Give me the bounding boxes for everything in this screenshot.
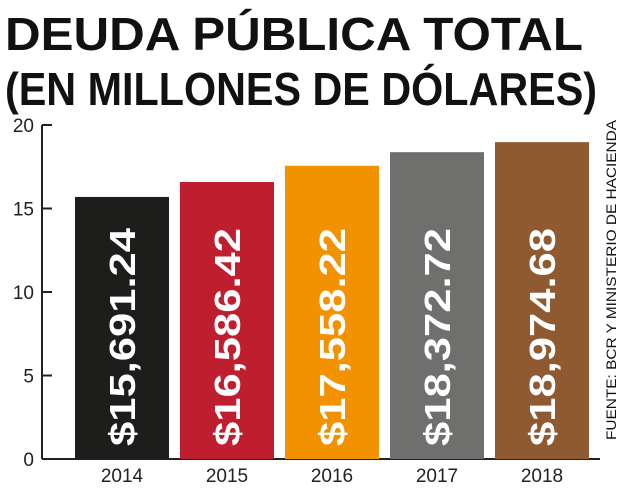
chart-title: DEUDA PÚBLICA TOTAL [5,8,583,60]
x-tick-label: 2016 [311,466,353,487]
bar [75,196,169,459]
source: FUENTE: BCR Y MINISTERIO DE HACIENDA [603,119,619,440]
y-tick-label: 15 [13,200,34,221]
value-label: $18,974.68 [522,228,563,446]
value-label: $18,372.72 [417,228,458,446]
y-tick-label: 5 [23,367,34,388]
value-label: $17,558.22 [312,228,353,446]
y-tick-label: 10 [13,283,34,304]
x-tick-label: 2014 [101,466,144,487]
x-tick-label: 2017 [416,466,458,487]
bar [495,142,589,459]
bar [285,165,379,460]
value-label: $15,691.24 [102,228,143,446]
y-tick-label: 0 [23,450,34,471]
bar [390,152,484,459]
bar [180,182,274,460]
x-tick-label: 2018 [521,466,563,487]
x-tick-label: 2015 [206,466,248,487]
chart-subtitle: (EN MILLONES DE DÓLARES) [5,63,597,115]
y-tick-label: 20 [13,116,34,137]
value-label: $16,586.42 [207,228,248,446]
